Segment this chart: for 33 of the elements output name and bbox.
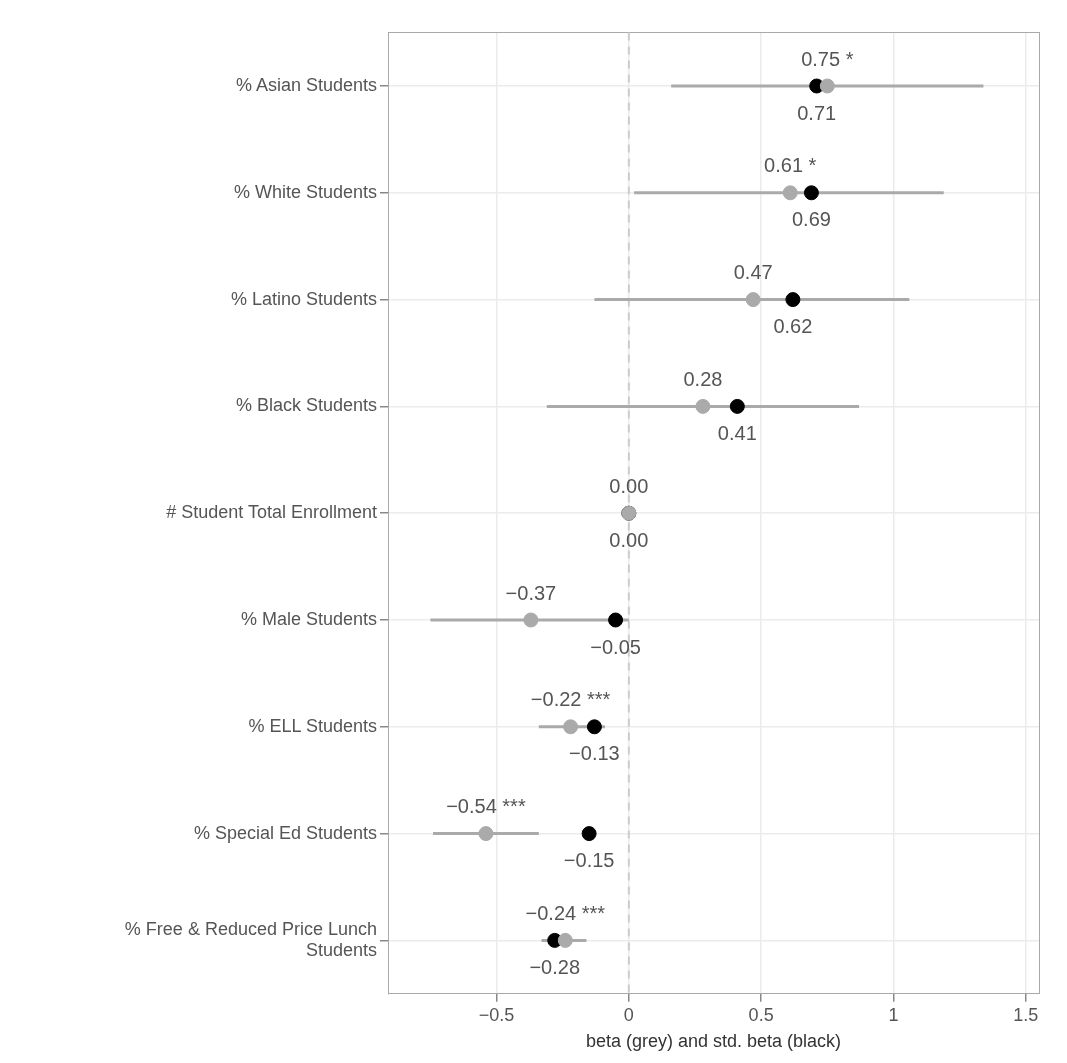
data-label: 0.75 * <box>801 47 854 70</box>
y-tick-label: % Latino Students <box>230 288 377 309</box>
x-tick-label: 1.5 <box>1013 1004 1039 1025</box>
y-tick-label: % Black Students <box>235 395 377 416</box>
data-label: 0.00 <box>609 474 649 497</box>
data-label: 0.62 <box>773 315 813 338</box>
data-label: −0.28 <box>529 955 581 978</box>
y-tick-label: % Special Ed Students <box>193 822 377 843</box>
data-label: 0.69 <box>791 208 831 231</box>
data-label: 0.71 <box>797 101 837 124</box>
data-label: 0.28 <box>683 367 723 390</box>
data-label: 0.47 <box>733 261 773 284</box>
data-label: −0.15 <box>563 849 615 872</box>
data-label: 0.00 <box>609 528 649 551</box>
data-label: −0.54 *** <box>446 795 526 818</box>
data-label: −0.22 *** <box>530 688 611 711</box>
x-tick-label: 1 <box>888 1004 899 1025</box>
data-label: −0.37 <box>505 581 557 604</box>
y-tick-label: % ELL Students <box>248 715 377 736</box>
y-tick-label: # Student Total Enrollment <box>166 502 377 523</box>
data-label: −0.13 <box>569 742 620 765</box>
y-tick-label: % Free & Reduced Price Lunch Students <box>124 918 377 961</box>
y-tick-label: % Asian Students <box>235 74 377 95</box>
data-label: −0.24 *** <box>525 901 606 924</box>
y-tick-label: % White Students <box>233 181 377 202</box>
y-tick-label: % Male Students <box>240 608 377 629</box>
x-tick-label: 0 <box>623 1004 634 1025</box>
data-label: 0.41 <box>717 421 757 444</box>
data-label: −0.05 <box>590 635 641 658</box>
x-tick-label: −0.5 <box>478 1004 515 1025</box>
x-tick-label: 0.5 <box>748 1004 774 1025</box>
data-label: 0.61 * <box>764 154 817 177</box>
x-axis-title: beta (grey) and std. beta (black) <box>585 1031 842 1052</box>
